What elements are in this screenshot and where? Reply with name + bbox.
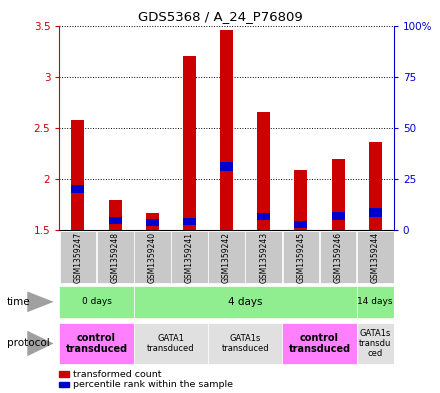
FancyBboxPatch shape bbox=[97, 231, 133, 283]
Bar bbox=[109, 217, 121, 224]
Text: GATA1
transduced: GATA1 transduced bbox=[147, 334, 194, 353]
FancyBboxPatch shape bbox=[134, 286, 357, 318]
FancyBboxPatch shape bbox=[282, 323, 357, 364]
FancyBboxPatch shape bbox=[357, 286, 394, 318]
Bar bbox=[257, 112, 270, 230]
FancyBboxPatch shape bbox=[134, 323, 208, 364]
Text: GSM1359240: GSM1359240 bbox=[148, 231, 157, 283]
Bar bbox=[109, 200, 121, 230]
Text: GSM1359244: GSM1359244 bbox=[371, 231, 380, 283]
FancyBboxPatch shape bbox=[59, 286, 134, 318]
FancyBboxPatch shape bbox=[171, 231, 208, 283]
FancyBboxPatch shape bbox=[282, 231, 319, 283]
Text: percentile rank within the sample: percentile rank within the sample bbox=[73, 380, 234, 389]
Text: GSM1359247: GSM1359247 bbox=[73, 231, 82, 283]
Bar bbox=[220, 29, 233, 230]
Polygon shape bbox=[27, 292, 54, 312]
Text: GSM1359243: GSM1359243 bbox=[259, 231, 268, 283]
Polygon shape bbox=[27, 331, 54, 356]
Bar bbox=[369, 208, 382, 217]
Text: GATA1s
transduced: GATA1s transduced bbox=[221, 334, 269, 353]
Bar bbox=[71, 119, 84, 230]
Bar bbox=[332, 160, 345, 230]
Text: GATA1s
transdu
ced: GATA1s transdu ced bbox=[359, 329, 392, 358]
Bar bbox=[183, 218, 196, 225]
Text: control
transduced: control transduced bbox=[289, 333, 351, 354]
Bar bbox=[257, 213, 270, 220]
Bar bbox=[183, 56, 196, 230]
FancyBboxPatch shape bbox=[134, 231, 171, 283]
Text: GSM1359246: GSM1359246 bbox=[334, 231, 343, 283]
Text: 14 days: 14 days bbox=[357, 298, 393, 306]
Text: 4 days: 4 days bbox=[228, 297, 262, 307]
Bar bbox=[146, 213, 159, 230]
Text: 0 days: 0 days bbox=[81, 298, 111, 306]
Bar bbox=[71, 185, 84, 193]
Bar bbox=[220, 162, 233, 171]
FancyBboxPatch shape bbox=[357, 323, 394, 364]
Bar bbox=[146, 219, 159, 226]
Text: GDS5368 / A_24_P76809: GDS5368 / A_24_P76809 bbox=[138, 10, 302, 23]
Text: control
transduced: control transduced bbox=[66, 333, 128, 354]
Text: GSM1359241: GSM1359241 bbox=[185, 232, 194, 283]
FancyBboxPatch shape bbox=[357, 231, 394, 283]
Text: GSM1359248: GSM1359248 bbox=[110, 232, 120, 283]
Text: GSM1359245: GSM1359245 bbox=[297, 231, 305, 283]
FancyBboxPatch shape bbox=[208, 231, 245, 283]
FancyBboxPatch shape bbox=[320, 231, 356, 283]
Text: time: time bbox=[7, 297, 30, 307]
Bar bbox=[294, 170, 308, 230]
FancyBboxPatch shape bbox=[246, 231, 282, 283]
FancyBboxPatch shape bbox=[59, 323, 134, 364]
FancyBboxPatch shape bbox=[208, 323, 282, 364]
Text: transformed count: transformed count bbox=[73, 370, 162, 378]
Bar bbox=[369, 142, 382, 230]
FancyBboxPatch shape bbox=[59, 231, 96, 283]
Bar bbox=[332, 211, 345, 220]
Bar bbox=[294, 221, 308, 228]
Text: GSM1359242: GSM1359242 bbox=[222, 232, 231, 283]
Text: protocol: protocol bbox=[7, 338, 49, 349]
